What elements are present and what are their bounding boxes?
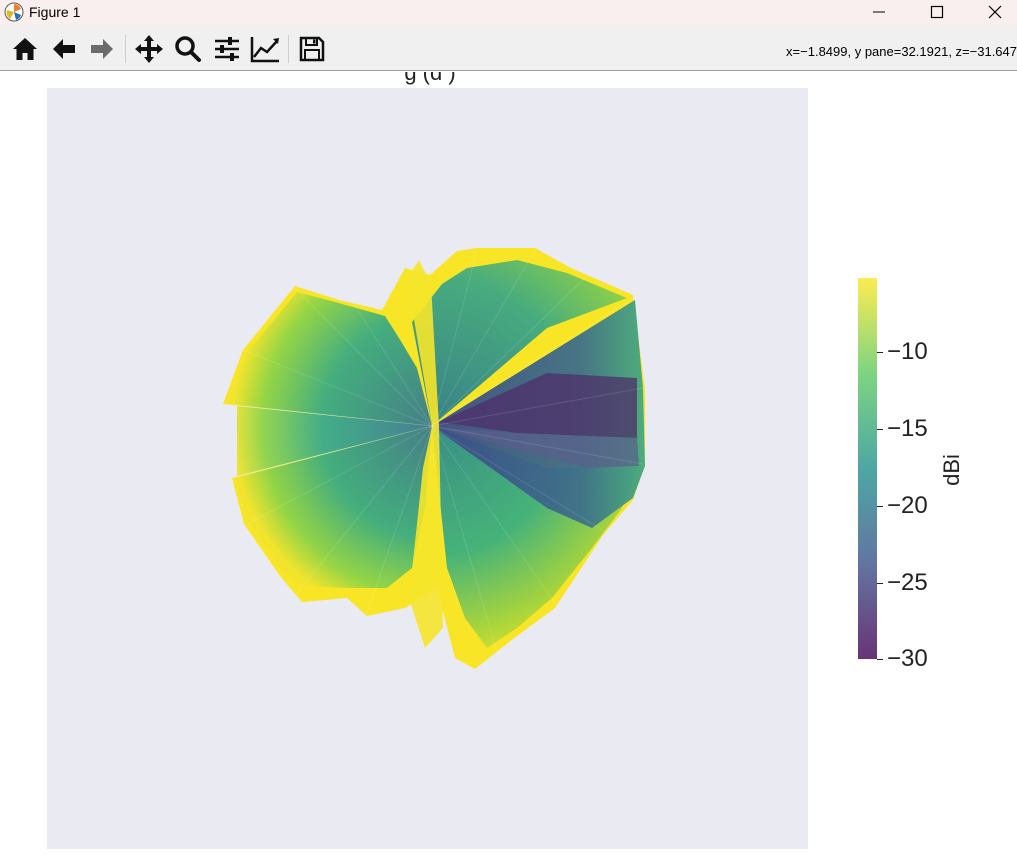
radiation-pattern-surface [223, 248, 645, 669]
zoom-button[interactable] [172, 33, 204, 65]
minimize-button[interactable] [850, 0, 908, 25]
colorbar-label: dBi [939, 454, 964, 486]
navigation-toolbar: x=−1.8499, y pane=32.1921, z=−31.647 [0, 25, 1017, 71]
minimize-icon [873, 11, 885, 13]
close-icon [988, 5, 1002, 19]
forward-button[interactable] [86, 33, 118, 65]
home-icon [13, 38, 37, 60]
colorbar-tick [877, 583, 883, 584]
matplotlib-icon [4, 2, 24, 22]
line-chart-icon [250, 37, 279, 63]
colorbar-tick-label: −25 [887, 569, 928, 596]
maximize-button[interactable] [908, 0, 966, 25]
colorbar-tick [877, 659, 883, 660]
edit-axes-button[interactable] [249, 33, 281, 65]
toolbar-separator [125, 35, 126, 63]
title-bar: Figure 1 [0, 0, 1017, 25]
plot-title: g (d ) [404, 72, 456, 85]
magnifier-icon [175, 36, 201, 62]
colorbar-tick-label: −15 [887, 415, 928, 442]
colorbar [858, 278, 877, 659]
colorbar-tick [877, 506, 883, 507]
sliders-icon [215, 37, 239, 61]
configure-subplots-button[interactable] [211, 33, 243, 65]
move-icon [135, 35, 163, 63]
colorbar-tick [877, 429, 883, 430]
back-button[interactable] [48, 33, 80, 65]
cursor-coordinates: x=−1.8499, y pane=32.1921, z=−31.647 [786, 44, 1017, 59]
toolbar-separator [288, 35, 289, 63]
save-button[interactable] [296, 33, 328, 65]
maximize-icon [930, 5, 944, 19]
home-button[interactable] [9, 33, 41, 65]
colorbar-tick [877, 352, 883, 353]
colorbar-tick-label: −30 [887, 645, 928, 672]
forward-arrow-icon [91, 39, 113, 59]
window-title: Figure 1 [29, 4, 81, 20]
close-button[interactable] [966, 0, 1017, 25]
plot-axes[interactable] [47, 88, 808, 849]
back-arrow-icon [53, 39, 75, 59]
colorbar-tick-label: −20 [887, 492, 928, 519]
colorbar-tick-label: −10 [887, 338, 928, 365]
floppy-disk-icon [299, 36, 325, 62]
pan-button[interactable] [133, 33, 165, 65]
figure-canvas[interactable]: g (d ) [0, 72, 1017, 855]
